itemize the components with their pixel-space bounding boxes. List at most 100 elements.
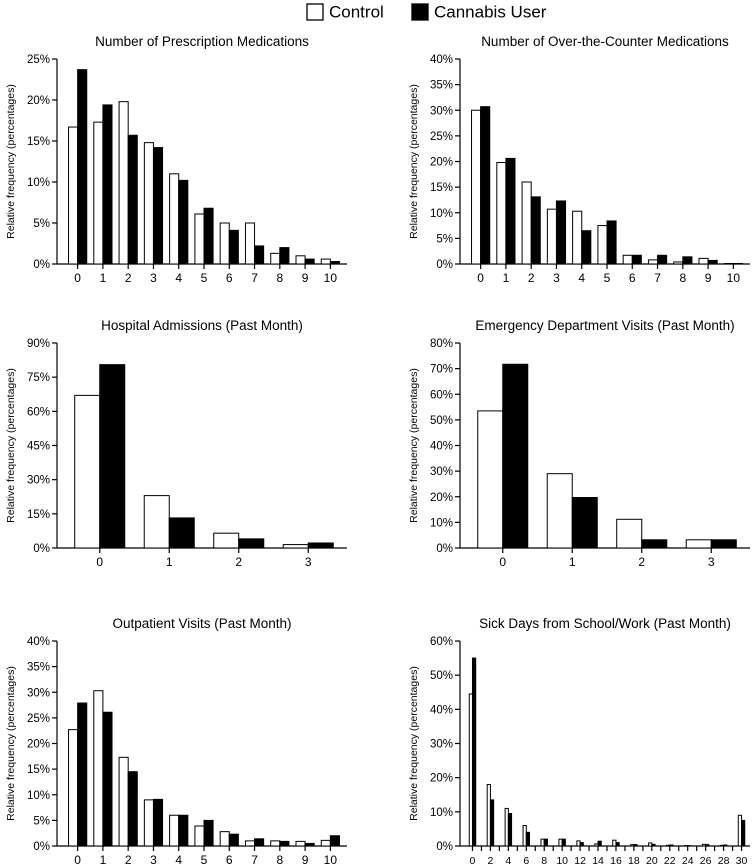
bar-cannabis-user-3 — [307, 542, 334, 549]
legend-label-control: Control — [329, 3, 384, 22]
chart-4: Emergency Department Visits (Past Month)… — [408, 318, 750, 569]
bar-cannabis-user-0 — [77, 702, 88, 847]
bar-control-0 — [68, 126, 79, 265]
x-tick-label: 0 — [477, 271, 484, 285]
bar-cannabis-user-12 — [579, 842, 584, 847]
x-tick-label: 6 — [523, 855, 529, 865]
bar-cannabis-user-2 — [641, 539, 668, 549]
bar-control-6 — [622, 254, 633, 265]
bar-cannabis-user-3 — [152, 798, 164, 847]
y-tick-label: 30% — [430, 105, 453, 117]
x-tick-label: 8 — [679, 271, 686, 285]
bar-control-8 — [270, 252, 281, 265]
legend-swatch-control — [306, 3, 324, 21]
bar-cannabis-user-14 — [597, 840, 602, 847]
bar-cannabis-user-1 — [505, 157, 516, 265]
bar-cannabis-user-10 — [561, 838, 566, 847]
chart-title: Number of Prescription Medications — [95, 34, 309, 49]
bar-control-8 — [673, 261, 684, 265]
bar-control-1 — [143, 495, 170, 549]
x-tick-label: 2 — [125, 271, 132, 285]
x-tick-label: 3 — [553, 271, 560, 285]
chart-2: Number of Over-the-Counter Medications Re… — [408, 34, 750, 285]
x-tick-label: 9 — [705, 271, 712, 285]
x-tick-label: 1 — [569, 555, 576, 569]
bar-cannabis-user-2 — [127, 134, 138, 265]
bar-cannabis-user-4 — [507, 813, 513, 847]
y-tick-label: 30% — [27, 475, 50, 487]
bar-cannabis-user-0 — [99, 364, 126, 549]
y-tick-label: 5% — [33, 218, 50, 230]
chart-5: Outpatient Visits (Past Month) Relative f… — [5, 616, 347, 865]
x-tick-label: 3 — [150, 271, 157, 285]
y-tick-label: 60% — [27, 406, 50, 418]
bar-control-3 — [685, 539, 712, 549]
x-tick-label: 10 — [324, 853, 338, 865]
bar-control-1 — [93, 690, 104, 847]
bar-cannabis-user-5 — [203, 207, 214, 265]
chart-3: Hospital Admissions (Past Month) Relative… — [5, 318, 347, 569]
y-tick-label: 20% — [27, 95, 50, 107]
bar-cannabis-user-8 — [279, 247, 290, 265]
bar-cannabis-user-1 — [168, 517, 195, 549]
chart-title: Outpatient Visits (Past Month) — [112, 616, 291, 631]
bar-cannabis-user-30 — [741, 819, 746, 847]
bar-control-0 — [74, 394, 101, 549]
x-tick-label: 16 — [610, 855, 622, 865]
bar-control-6 — [219, 222, 230, 265]
y-tick-label: 30% — [27, 687, 50, 699]
bar-cannabis-user-0 — [77, 69, 88, 265]
x-tick-label: 14 — [592, 855, 604, 865]
y-tick-label: 60% — [430, 636, 453, 648]
bar-cannabis-user-10 — [732, 262, 743, 265]
y-tick-label: 20% — [430, 492, 453, 504]
bar-control-3 — [282, 544, 309, 549]
y-tick-label: 25% — [430, 131, 453, 143]
x-tick-label: 8 — [276, 271, 283, 285]
x-tick-label: 2 — [235, 555, 242, 569]
bar-cannabis-user-9 — [304, 258, 315, 265]
x-tick-label: 0 — [499, 555, 506, 569]
bar-control-10 — [723, 262, 734, 265]
bar-cannabis-user-1 — [571, 497, 598, 549]
x-tick-label: 1 — [100, 853, 107, 865]
x-tick-label: 4 — [175, 271, 182, 285]
y-tick-label: 0% — [436, 259, 453, 271]
x-tick-label: 10 — [556, 855, 568, 865]
y-tick-label: 15% — [27, 509, 50, 521]
y-tick-label: 35% — [27, 662, 50, 674]
bar-control-8 — [270, 840, 281, 847]
bar-cannabis-user-2 — [127, 771, 138, 847]
x-tick-label: 0 — [74, 271, 81, 285]
y-tick-label: 80% — [430, 338, 453, 350]
bar-cannabis-user-28 — [723, 844, 728, 847]
bar-cannabis-user-16 — [615, 842, 620, 847]
y-tick-label: 40% — [27, 636, 50, 648]
chart-1: Number of Prescription Medications Relati… — [5, 34, 347, 285]
x-tick-label: 2 — [125, 853, 132, 865]
chart-title: Sick Days from School/Work (Past Month) — [479, 616, 731, 631]
bar-control-4 — [169, 173, 180, 265]
x-tick-label: 10 — [324, 271, 338, 285]
bar-cannabis-user-8 — [543, 838, 548, 847]
bar-control-1 — [546, 473, 573, 549]
bar-control-5 — [597, 225, 608, 265]
bar-control-9 — [698, 257, 709, 265]
y-tick-label: 25% — [27, 54, 50, 66]
y-tick-label: 0% — [33, 841, 50, 853]
bar-cannabis-user-3 — [710, 539, 737, 549]
bar-control-9 — [295, 840, 306, 847]
x-tick-label: 3 — [150, 853, 157, 865]
y-tick-label: 35% — [430, 80, 453, 92]
legend-swatch-cannabis-user — [411, 3, 429, 21]
bar-control-7 — [647, 259, 659, 265]
bar-cannabis-user-26 — [705, 844, 710, 847]
bar-control-0 — [477, 410, 504, 549]
y-tick-label: 60% — [430, 389, 453, 401]
y-axis-label: Relative frequency (percentages) — [5, 368, 17, 523]
bar-control-0 — [471, 109, 482, 265]
bar-cannabis-user-9 — [304, 842, 315, 847]
x-tick-label: 1 — [503, 271, 510, 285]
x-tick-label: 26 — [700, 855, 712, 865]
chart-6: Sick Days from School/Work (Past Month) R… — [408, 616, 750, 865]
